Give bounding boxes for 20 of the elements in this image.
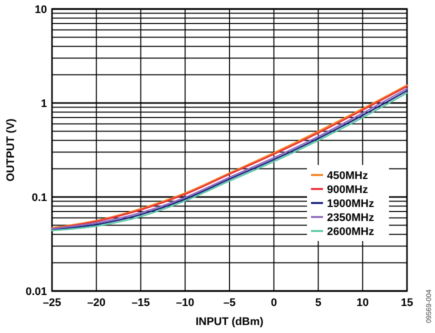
x-axis-title: INPUT (dBm) [196, 316, 264, 328]
legend-label: 1900MHz [327, 198, 375, 210]
x-tick-label: –5 [223, 297, 236, 309]
legend-label: 2600MHz [327, 226, 375, 238]
x-tick-label: 5 [315, 297, 322, 309]
y-tick-label: 1 [40, 98, 47, 110]
x-tick-label: –10 [176, 297, 194, 309]
legend-label: 2350MHz [327, 212, 375, 224]
x-tick-label: –25 [42, 297, 62, 309]
legend-label: 450MHz [327, 170, 368, 182]
y-tick-label: 0.01 [26, 286, 47, 298]
y-tick-label: 0.1 [32, 192, 47, 204]
x-tick-label: –15 [132, 297, 150, 309]
x-tick-label: 0 [270, 297, 277, 309]
legend-label: 900MHz [327, 184, 368, 196]
x-tick-label: –20 [87, 297, 106, 309]
x-tick-label: 10 [356, 297, 369, 309]
x-tick-label: 15 [400, 297, 414, 309]
y-tick-label: 10 [34, 4, 47, 16]
y-axis-title: OUTPUT (V) [5, 118, 17, 182]
